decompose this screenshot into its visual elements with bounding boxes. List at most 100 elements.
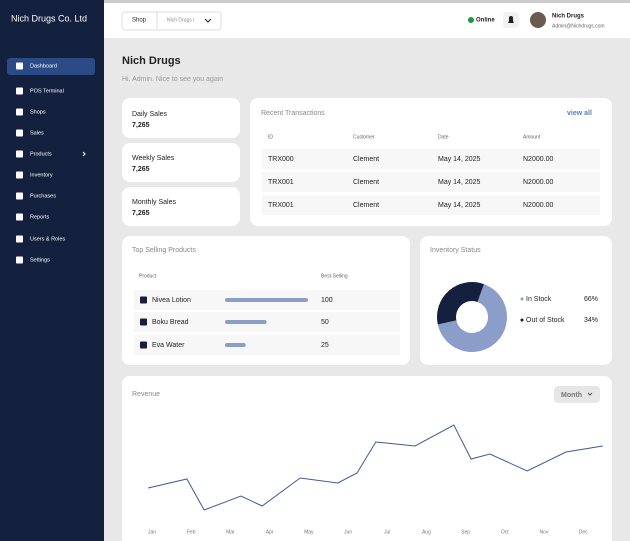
view-all[interactable]: view all bbox=[567, 110, 592, 117]
nav-item[interactable]: Dashboard bbox=[30, 63, 57, 69]
product-icon bbox=[140, 296, 147, 304]
status: Online bbox=[476, 18, 495, 24]
column-header: Customer bbox=[353, 134, 375, 140]
nav-item[interactable]: Purchases bbox=[30, 193, 56, 199]
nav-item[interactable]: POS Terminal bbox=[30, 88, 64, 94]
period-button[interactable] bbox=[554, 386, 600, 403]
card bbox=[122, 376, 612, 541]
column-header: Amount bbox=[523, 134, 541, 140]
card bbox=[122, 187, 240, 226]
donut-slice bbox=[437, 282, 485, 325]
stat-value: 7,265 bbox=[132, 166, 150, 173]
shop-value: Nich Drugs I bbox=[167, 17, 195, 23]
user-name: Nich Drugs bbox=[552, 14, 585, 20]
row-bg bbox=[134, 335, 400, 355]
nav-icon bbox=[16, 235, 23, 243]
cell: TRX001 bbox=[268, 179, 294, 186]
nav-icon bbox=[16, 171, 23, 179]
legend-value: 34% bbox=[584, 317, 598, 324]
nav-icon bbox=[16, 213, 23, 221]
chevron bbox=[587, 392, 593, 396]
stat-value: 7,265 bbox=[132, 122, 150, 129]
x-tick-label: Aug bbox=[422, 529, 431, 535]
legend-label: In Stock bbox=[526, 296, 552, 303]
cell: TRX001 bbox=[268, 202, 294, 209]
subtitle: Hi, Admin. Nice to see you again bbox=[122, 76, 223, 83]
donut-slice bbox=[437, 284, 508, 353]
avatar[interactable] bbox=[530, 12, 546, 28]
product-name: Nivea Lotion bbox=[152, 297, 191, 304]
nav-item[interactable]: Inventory bbox=[30, 172, 53, 178]
product-icon bbox=[140, 318, 147, 326]
stat-label: Monthly Sales bbox=[132, 199, 176, 206]
chevron bbox=[82, 151, 86, 157]
cell: N2000.00 bbox=[523, 202, 553, 209]
nav-icon bbox=[16, 256, 23, 264]
row-bg bbox=[262, 195, 600, 215]
bar bbox=[225, 343, 246, 347]
bell bbox=[508, 16, 514, 23]
bar bbox=[225, 320, 267, 324]
value: 50 bbox=[321, 319, 329, 326]
cell: Clement bbox=[353, 179, 379, 186]
value: 100 bbox=[321, 297, 333, 304]
card bbox=[122, 143, 240, 182]
column-header: Best-Selling bbox=[321, 273, 348, 279]
x-tick-label: Apr bbox=[266, 529, 274, 535]
cell: N2000.00 bbox=[523, 179, 553, 186]
x-tick-label: Sep bbox=[461, 529, 470, 535]
product-name: Eva Water bbox=[152, 342, 185, 349]
user-email: Admin@Nichdrugs.com bbox=[552, 23, 605, 29]
card-title: Inventory Status bbox=[430, 247, 481, 254]
x-tick-label: Jul bbox=[384, 529, 390, 535]
stat-label: Weekly Sales bbox=[132, 155, 175, 162]
card bbox=[122, 98, 240, 138]
chevron bbox=[204, 18, 212, 23]
x-tick-label: Dec bbox=[579, 529, 588, 535]
x-tick-label: Jun bbox=[344, 529, 352, 535]
active-item[interactable] bbox=[7, 58, 95, 75]
nav-item[interactable]: Products bbox=[30, 151, 52, 157]
card-title: Revenue bbox=[132, 391, 160, 398]
cell: TRX000 bbox=[268, 156, 294, 163]
x-tick-label: Oct bbox=[501, 529, 509, 535]
nav-icon bbox=[16, 62, 23, 70]
row-bg bbox=[134, 312, 400, 332]
shop-label: Shop bbox=[132, 18, 147, 24]
row-bg bbox=[262, 172, 600, 192]
page-title: Nich Drugs bbox=[122, 55, 181, 67]
nav-item[interactable]: Settings bbox=[30, 257, 50, 263]
product-name: Boku Bread bbox=[152, 319, 189, 326]
cell: May 14, 2025 bbox=[438, 156, 481, 163]
nav-icon bbox=[16, 87, 23, 95]
nav-icon bbox=[16, 192, 23, 200]
row-bg bbox=[262, 149, 600, 169]
nav-item[interactable]: Shops bbox=[30, 109, 46, 115]
nav-item[interactable]: Users & Roles bbox=[30, 236, 65, 242]
x-tick-label: Mar bbox=[226, 529, 235, 535]
column-header: Product bbox=[139, 273, 157, 279]
nav-icon bbox=[16, 150, 23, 158]
sidebar bbox=[0, 0, 104, 541]
x-tick-label: Feb bbox=[187, 529, 196, 535]
brand: Nich Drugs Co. Ltd bbox=[11, 13, 87, 23]
legend-label: Out of Stock bbox=[526, 317, 565, 324]
value: 25 bbox=[321, 342, 329, 349]
shop-select[interactable] bbox=[121, 11, 222, 31]
legend-value: 66% bbox=[584, 296, 598, 303]
stat-value: 7,265 bbox=[132, 210, 150, 217]
card-title: Recent Transactions bbox=[261, 110, 325, 117]
card-title: Top Selling Products bbox=[132, 247, 196, 254]
bar bbox=[225, 298, 308, 302]
nav-item[interactable]: Sales bbox=[30, 130, 44, 136]
product-icon bbox=[140, 341, 147, 349]
cell: Clement bbox=[353, 156, 379, 163]
legend-dot bbox=[520, 318, 524, 322]
x-tick-label: May bbox=[304, 529, 314, 535]
nav-item[interactable]: Reports bbox=[30, 214, 50, 220]
stat-label: Daily Sales bbox=[132, 111, 168, 118]
revenue-line bbox=[147, 424, 603, 511]
period[interactable]: Month bbox=[561, 392, 582, 399]
